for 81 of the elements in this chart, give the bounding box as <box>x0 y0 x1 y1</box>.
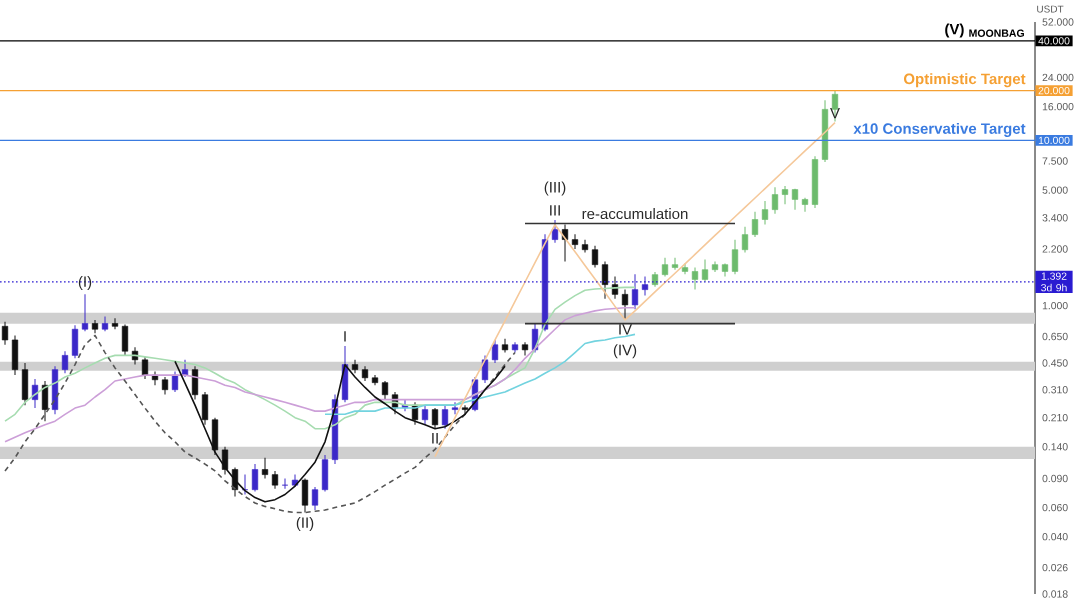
candlestick <box>761 200 769 225</box>
annotation: x10 Conservative Target <box>853 122 1026 137</box>
candlestick <box>101 315 109 332</box>
annotation: (III) <box>544 181 566 196</box>
candlestick <box>751 211 759 238</box>
annotation: II <box>432 433 438 444</box>
y-tick-label: 52.000 <box>1042 18 1074 26</box>
candlestick <box>441 404 449 430</box>
y-tick-label: 0.310 <box>1042 386 1068 394</box>
y-tick-label: 5.000 <box>1042 186 1068 194</box>
candlestick <box>221 446 229 476</box>
candlestick <box>491 339 499 364</box>
candlestick <box>311 486 319 511</box>
candlestick <box>781 185 789 205</box>
y-tick-label: 0.060 <box>1042 503 1068 512</box>
y-tick-label: 3.400 <box>1042 214 1068 222</box>
candlestick <box>621 289 629 321</box>
y-tick-label: 0.650 <box>1042 332 1068 341</box>
candlestick <box>91 319 99 334</box>
y-tick-label: 0.040 <box>1042 532 1068 541</box>
candlestick <box>771 186 779 215</box>
candlestick <box>1 321 9 346</box>
ref-line-label: 1.392 3d 9h <box>1041 272 1067 292</box>
y-tick-label: 24.000 <box>1042 73 1074 82</box>
candlestick <box>551 219 559 244</box>
y-tick-label: 16.000 <box>1042 102 1074 111</box>
annotation: (IV) <box>613 344 637 359</box>
candlestick <box>431 407 439 430</box>
ref-line-label: 40.000 <box>1038 37 1070 45</box>
candlestick <box>731 239 739 275</box>
text: USDT <box>1037 5 1064 13</box>
y-tick-label: 0.018 <box>1042 590 1068 598</box>
annotation: V <box>830 107 840 119</box>
y-tick-label: 0.140 <box>1042 443 1068 451</box>
y-tick-label: 2.200 <box>1042 245 1068 253</box>
candlestick <box>591 245 599 269</box>
candlestick <box>701 259 709 282</box>
candlestick <box>481 354 489 384</box>
annotation: Optimistic Target <box>903 73 1026 88</box>
candlestick <box>61 350 69 374</box>
candlestick <box>711 260 719 273</box>
candlestick <box>721 262 729 278</box>
annotation: I <box>344 331 346 342</box>
annotation: re-accumulation <box>582 208 688 220</box>
y-tick-label: 0.450 <box>1042 359 1068 367</box>
candlestick <box>601 260 609 300</box>
candlestick <box>81 293 89 332</box>
candlestick <box>461 404 469 415</box>
candlestick <box>801 197 809 213</box>
candlestick <box>581 239 589 253</box>
y-tick-label: 7.500 <box>1042 157 1068 165</box>
candlestick <box>521 341 529 356</box>
candlestick <box>501 338 509 354</box>
candlestick <box>381 380 389 401</box>
candlestick <box>661 257 669 278</box>
candlestick <box>631 273 639 310</box>
annotation: (V) $_{MOONBAG}$ <box>945 23 1024 38</box>
annotation: III <box>550 205 560 216</box>
candlestick <box>671 257 679 271</box>
y-tick-label: 0.090 <box>1042 474 1068 483</box>
candlestick <box>111 317 119 330</box>
candlestick <box>421 404 429 426</box>
candlestick <box>251 463 259 493</box>
candlestick <box>451 401 459 415</box>
annotation: (I) <box>78 276 92 290</box>
candlestick <box>351 359 359 374</box>
candlestick <box>641 276 649 297</box>
candlestick <box>261 457 269 479</box>
line-series <box>4 334 516 514</box>
y-tick-label: 0.210 <box>1042 413 1068 422</box>
candlestick <box>571 233 579 250</box>
candlestick <box>831 90 839 123</box>
candlestick <box>141 356 149 380</box>
y-tick-label: 0.026 <box>1042 563 1068 572</box>
candlestick <box>741 226 749 253</box>
ref-line-label: 10.000 <box>1038 136 1070 145</box>
annotation: IV <box>619 324 633 335</box>
annotation: (II) <box>296 516 314 531</box>
ref-line-label: 20.000 <box>1038 86 1070 95</box>
candlestick <box>691 267 699 291</box>
y-tick-label: 1.000 <box>1042 301 1068 310</box>
